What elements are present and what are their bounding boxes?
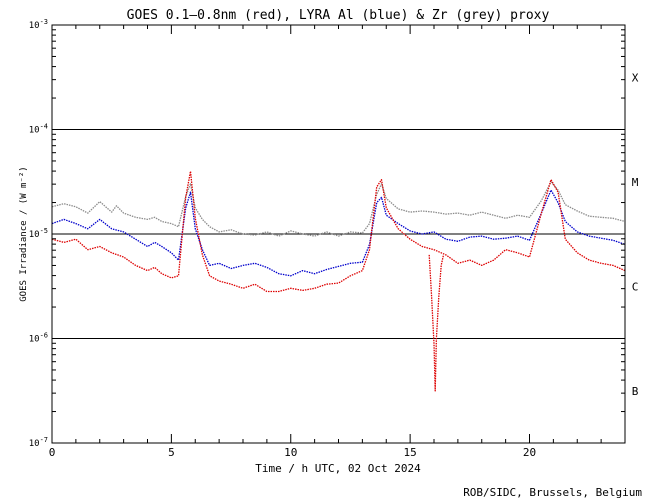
y-tick-label: 10-5 <box>29 227 48 240</box>
y-tick-label: 10-3 <box>29 18 48 31</box>
series-2 <box>52 170 625 293</box>
flare-class-m: M <box>632 176 639 189</box>
x-tick-label: 5 <box>168 446 175 459</box>
chart-title: GOES 0.1–0.8nm (red), LYRA Al (blue) & Z… <box>127 8 550 23</box>
flare-class-b: B <box>632 385 639 398</box>
x-tick-label: 0 <box>49 446 56 459</box>
class-lines <box>52 129 625 339</box>
flare-class-c: C <box>632 280 639 293</box>
x-tick-label: 15 <box>404 446 417 459</box>
series-1 <box>52 189 625 277</box>
y-axis-label: GOES Irradiance / (W m⁻²) <box>19 166 29 301</box>
x-axis-label: Time / h UTC, 02 Oct 2024 <box>255 462 421 475</box>
y-axis: 10-7 10-6 10-5 10-4 10-3 <box>29 18 625 449</box>
series-layer <box>52 170 625 392</box>
x-tick-label: 20 <box>523 446 536 459</box>
x-tick-label: 10 <box>284 446 297 459</box>
series-3 <box>428 254 445 392</box>
x-axis: 0 5 10 15 20 <box>49 25 626 459</box>
y-tick-label: 10-4 <box>29 123 48 136</box>
flare-class-x: X <box>632 71 639 84</box>
series-0 <box>52 181 625 237</box>
y-tick-label: 10-7 <box>29 436 48 449</box>
credit-text: ROB/SIDC, Brussels, Belgium <box>463 486 642 499</box>
flare-class-labels: B C M X <box>632 71 639 398</box>
y-tick-label: 10-6 <box>29 332 48 345</box>
